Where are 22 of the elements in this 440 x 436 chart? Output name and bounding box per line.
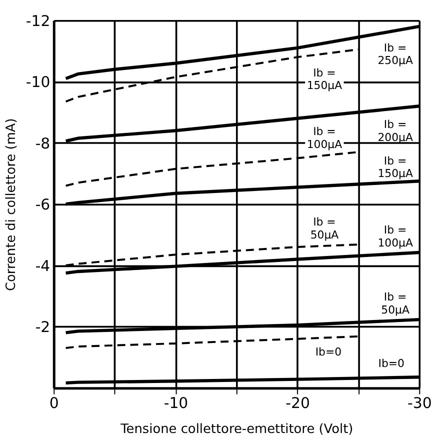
y-tick-label: -10 xyxy=(26,73,50,92)
series-label: Ib = 200µA xyxy=(378,118,414,144)
series-label: Ib = 150µA xyxy=(378,154,414,180)
y-tick-label: -6 xyxy=(35,196,50,214)
series-label: Ib = 150µA xyxy=(306,66,343,92)
x-axis-title: Tensione collettore-emettitore (Volt) xyxy=(120,422,354,436)
y-tick-label: -12 xyxy=(26,12,50,30)
x-tick-label: -30 xyxy=(407,394,432,412)
y-tick-label: -2 xyxy=(35,318,50,336)
x-tick-label: -10 xyxy=(164,394,188,412)
series-label: Ib=0 xyxy=(315,345,342,358)
y-axis-title: Corrente di collettore (mA) xyxy=(4,118,19,291)
series-label: Ib = 50µA xyxy=(310,216,340,242)
x-tick-label: 0 xyxy=(49,394,59,412)
series-label: Ib=0 xyxy=(378,357,404,370)
series-label: Ib = 100µA xyxy=(306,125,343,152)
series-label: Ib = 250µA xyxy=(378,41,414,68)
y-tick-label: -8 xyxy=(35,134,50,152)
x-tick-label: -20 xyxy=(286,394,310,412)
series-label: Ib = 50µA xyxy=(381,290,410,317)
y-tick-label: -4 xyxy=(35,256,50,275)
series-label: Ib = 100µA xyxy=(378,224,414,250)
